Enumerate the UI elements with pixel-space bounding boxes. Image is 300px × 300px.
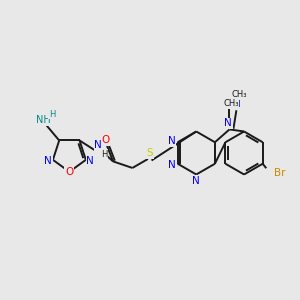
Text: N: N — [192, 176, 200, 186]
Text: N: N — [168, 136, 176, 146]
Text: NH: NH — [36, 116, 50, 125]
Text: CH₃: CH₃ — [231, 90, 247, 99]
Text: N: N — [168, 160, 176, 170]
Text: O: O — [65, 167, 74, 177]
Text: H: H — [101, 150, 107, 159]
Text: O: O — [101, 135, 110, 145]
Text: N: N — [94, 140, 102, 150]
Text: H: H — [49, 110, 55, 119]
Text: CH₃: CH₃ — [223, 99, 239, 108]
Text: Br: Br — [274, 168, 285, 178]
Text: N: N — [224, 118, 232, 128]
Text: S: S — [146, 148, 153, 158]
Text: N: N — [44, 156, 52, 166]
Text: N: N — [232, 99, 240, 109]
Text: N: N — [86, 156, 94, 166]
